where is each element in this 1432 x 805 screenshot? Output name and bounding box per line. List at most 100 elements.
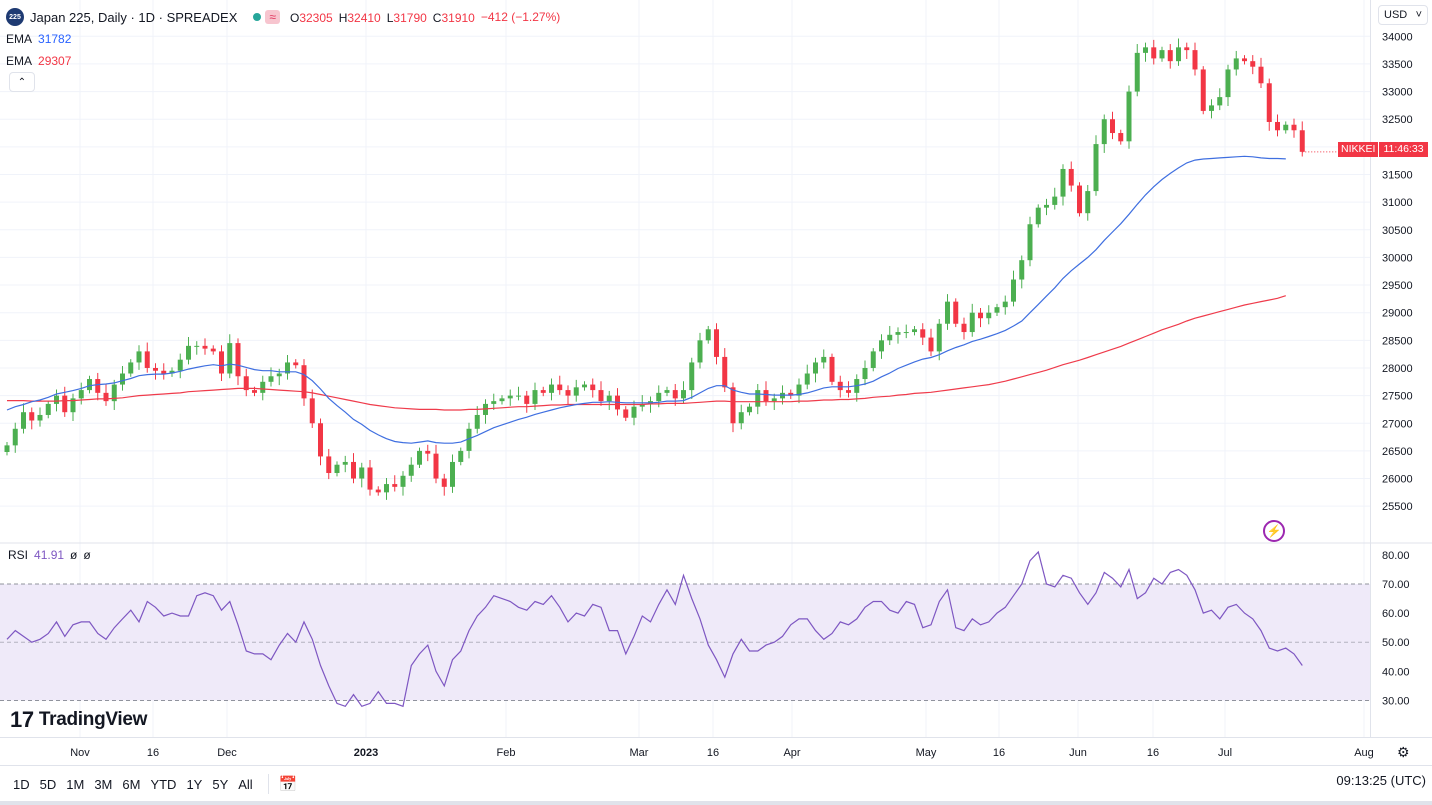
price-tick-label: 29000 xyxy=(1382,308,1413,320)
candle-body xyxy=(227,343,233,374)
price-tick-label: 26000 xyxy=(1382,474,1413,486)
candle-body xyxy=(1159,50,1165,59)
candle-body xyxy=(928,337,934,352)
price-tick-label: 31000 xyxy=(1382,197,1413,209)
candle-body xyxy=(62,395,68,413)
candle-body xyxy=(120,373,125,385)
ema-fast-line xyxy=(6,155,1286,444)
chevron-down-icon: ˅ xyxy=(1415,9,1422,21)
candle-body xyxy=(557,384,563,391)
candle-body xyxy=(697,340,703,363)
candle-body xyxy=(639,403,645,407)
collapse-legend-button[interactable]: ⌃ xyxy=(9,72,35,92)
range-button-ytd[interactable]: YTD xyxy=(150,776,177,792)
candle-body xyxy=(1192,50,1198,70)
utc-clock[interactable]: 09:13:25 (UTC) xyxy=(1336,773,1426,788)
indicator-label: EMA xyxy=(6,32,33,46)
candle-body xyxy=(862,367,868,380)
candle-body xyxy=(260,381,266,393)
range-button-all[interactable]: All xyxy=(238,776,253,792)
rsi-legend[interactable]: RSI 41.91 ø ø xyxy=(8,548,91,562)
range-button-1d[interactable]: 1D xyxy=(13,776,30,792)
rsi-tick-label: 40.00 xyxy=(1382,666,1410,678)
candle-body xyxy=(1052,196,1058,205)
ohlc-item: H32410 xyxy=(339,11,381,25)
ohlc-value: 31790 xyxy=(393,10,427,25)
candle-body xyxy=(458,450,464,462)
ohlc-value: 32305 xyxy=(299,10,333,25)
candle-body xyxy=(1077,185,1082,214)
price-tick-label: 34000 xyxy=(1382,31,1413,43)
calendar-range-icon[interactable]: 📅 xyxy=(278,776,298,793)
rsi-tick-label: 70.00 xyxy=(1382,579,1410,591)
candle-body xyxy=(656,392,662,402)
candle-body xyxy=(953,301,959,324)
rsi-extra-2: ø xyxy=(83,548,91,562)
indicator-ema-fast[interactable]: EMA 31782 xyxy=(6,28,560,50)
candle-body xyxy=(1002,301,1008,308)
rsi-tick-label: 80.00 xyxy=(1382,550,1410,562)
candle-body xyxy=(1151,47,1157,59)
candle-body xyxy=(994,307,1000,313)
time-tick-label: 16 xyxy=(147,747,159,759)
candle-body xyxy=(1126,91,1132,142)
rsi-line xyxy=(6,550,1303,708)
candle-body xyxy=(961,323,967,333)
candle-body xyxy=(21,412,26,429)
market-status-chip[interactable]: ≈ xyxy=(247,10,280,24)
candle-body xyxy=(1299,130,1305,152)
candle-body xyxy=(788,392,794,396)
candle-body xyxy=(1167,50,1173,62)
candle-body xyxy=(202,345,208,349)
candle-body xyxy=(936,323,942,352)
range-button-1y[interactable]: 1Y xyxy=(186,776,203,792)
candle-body xyxy=(1068,168,1074,186)
price-tick-label: 30000 xyxy=(1382,252,1413,264)
candle-body xyxy=(722,356,728,388)
candle-body xyxy=(136,351,142,363)
symbol-badge-icon[interactable]: 225 xyxy=(6,8,24,26)
indicator-value: 29307 xyxy=(38,54,72,68)
range-button-3m[interactable]: 3M xyxy=(94,776,113,792)
settings-gear-icon[interactable]: ⚙ xyxy=(1397,744,1410,760)
candle-body xyxy=(367,467,373,490)
candle-body xyxy=(417,450,422,465)
candle-body xyxy=(730,387,736,424)
lightning-icon[interactable]: ⚡ xyxy=(1263,520,1285,542)
price-tick-label: 25500 xyxy=(1382,501,1413,513)
candle-body xyxy=(1209,105,1214,111)
candle-body xyxy=(29,412,35,421)
candle-body xyxy=(903,332,909,334)
candle-body xyxy=(986,312,992,319)
tradingview-watermark[interactable]: 17 TradingView xyxy=(10,707,147,733)
candle-body xyxy=(276,373,282,377)
ohlc-item: C31910 xyxy=(433,11,475,25)
candle-body xyxy=(895,332,901,335)
range-button-1m[interactable]: 1M xyxy=(66,776,85,792)
price-tick-label: 27500 xyxy=(1382,391,1413,403)
time-tick-label: Jun xyxy=(1069,747,1087,759)
candle-body xyxy=(87,379,92,391)
currency-select[interactable]: USD ˅ xyxy=(1378,5,1428,25)
candle-body xyxy=(582,384,587,388)
indicator-ema-slow[interactable]: EMA 29307 xyxy=(6,50,560,72)
candle-body xyxy=(1110,119,1115,134)
range-button-5y[interactable]: 5Y xyxy=(212,776,229,792)
candle-body xyxy=(186,345,191,360)
candle-body xyxy=(598,390,604,402)
candle-body xyxy=(714,329,719,357)
candle-body xyxy=(491,401,497,404)
rsi-tick-label: 30.00 xyxy=(1382,695,1410,707)
time-tick-label: Jul xyxy=(1218,747,1232,759)
price-tick-label: 27000 xyxy=(1382,418,1413,430)
candle-body xyxy=(408,464,414,476)
candle-body xyxy=(1093,144,1099,192)
range-button-6m[interactable]: 6M xyxy=(122,776,141,792)
time-tick-label: Apr xyxy=(783,747,800,759)
candle-body xyxy=(334,464,340,474)
range-button-5d[interactable]: 5D xyxy=(39,776,57,792)
price-tick-label: 28000 xyxy=(1382,363,1413,375)
symbol-title[interactable]: Japan 225, Daily · 1D · SPREADEX xyxy=(30,9,238,25)
candle-body xyxy=(128,362,134,374)
